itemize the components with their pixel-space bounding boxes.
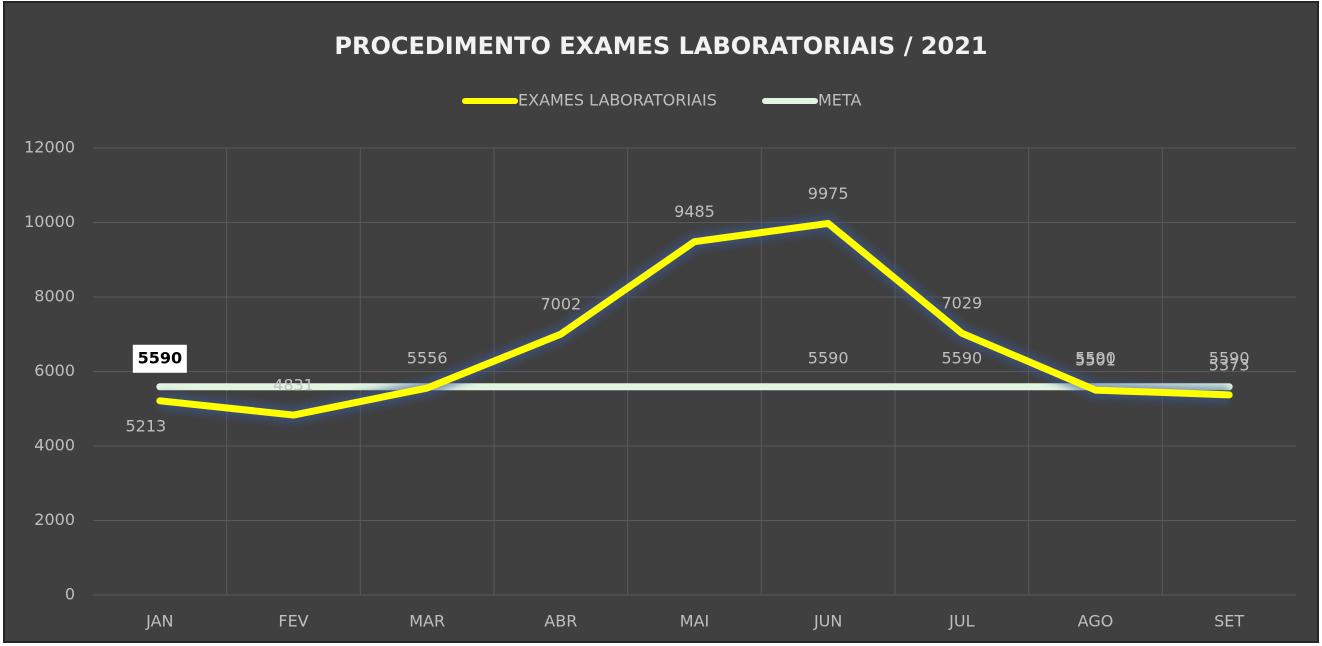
chart-title: PROCEDIMENTO EXAMES LABORATORIAIS / 2021: [334, 32, 987, 60]
y-tick-label: 8000: [34, 287, 75, 306]
legend-label: META: [818, 91, 861, 110]
data-label: 5590: [1209, 348, 1250, 367]
chart-background: [3, 1, 1319, 643]
x-tick-label: MAR: [409, 612, 445, 631]
series-line: [156, 219, 1233, 419]
data-label: 5556: [407, 349, 448, 368]
y-tick-label: 12000: [24, 138, 75, 157]
y-tick-label: 0: [65, 585, 75, 604]
x-tick-label: JAN: [145, 612, 173, 631]
y-tick-label: 10000: [24, 212, 75, 231]
data-label: 5590: [1075, 348, 1116, 367]
data-label: 4831: [273, 376, 314, 395]
x-tick-label: SET: [1214, 612, 1244, 631]
legend-label: EXAMES LABORATORIAIS: [518, 91, 717, 110]
y-tick-label: 4000: [34, 436, 75, 455]
x-tick-label: JUL: [948, 612, 974, 631]
data-label: 5501: [1075, 351, 1116, 370]
y-tick-label: 6000: [34, 361, 75, 380]
x-tick-label: MAI: [680, 612, 709, 631]
data-label: 7002: [540, 295, 581, 314]
data-label: 5590: [941, 348, 982, 367]
data-label: 9975: [808, 184, 849, 203]
x-tick-label: FEV: [278, 612, 308, 631]
data-label: 7029: [941, 294, 982, 313]
x-tick-label: AGO: [1078, 612, 1114, 631]
data-label: 5213: [125, 416, 166, 435]
data-label: 5373: [1209, 355, 1250, 374]
data-label: 5590: [808, 348, 849, 367]
y-tick-label: 2000: [34, 510, 75, 529]
data-label: 5590: [138, 348, 183, 367]
x-tick-label: ABR: [544, 612, 577, 631]
data-label: 9485: [674, 202, 715, 221]
x-tick-label: JUN: [813, 612, 842, 631]
data-label-box: [132, 344, 187, 373]
